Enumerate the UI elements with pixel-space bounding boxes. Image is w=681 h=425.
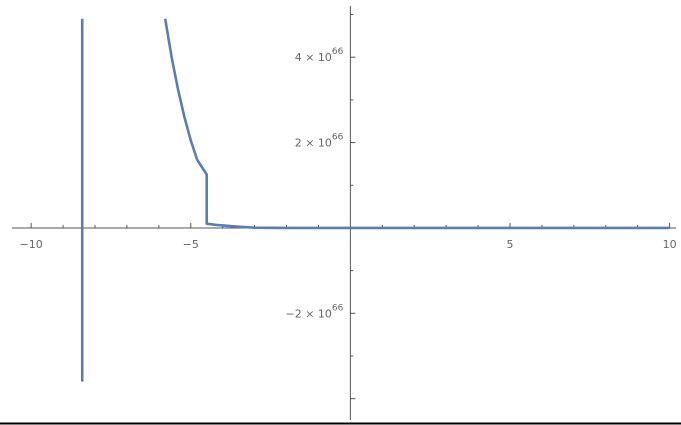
y-tick-mantissa: 2 bbox=[295, 137, 306, 150]
y-tick-exponent: 66 bbox=[332, 47, 344, 57]
x-tick-label: −10 bbox=[20, 238, 43, 251]
y-tick-times: × bbox=[305, 137, 318, 150]
y-tick-label: 4 × 1066 bbox=[295, 47, 344, 64]
series-line-2 bbox=[163, 18, 670, 230]
y-tick-times: × bbox=[305, 51, 318, 64]
x-tick-label: −5 bbox=[183, 238, 199, 251]
y-tick-label: 2 × 1066 bbox=[295, 133, 344, 150]
chart-series-layer bbox=[80, 18, 670, 382]
x-tick-label: 5 bbox=[507, 238, 514, 251]
y-tick-mantissa: 4 bbox=[295, 51, 306, 64]
chart-axes bbox=[12, 6, 676, 420]
y-tick-base: 10 bbox=[318, 51, 332, 64]
y-tick-exponent: 66 bbox=[332, 133, 344, 143]
y-tick-label: −2 × 1066 bbox=[285, 303, 343, 320]
y-tick-mantissa: −2 bbox=[285, 307, 305, 320]
x-tick-label: 10 bbox=[663, 238, 677, 251]
y-tick-exponent: 66 bbox=[332, 303, 344, 313]
y-tick-base: 10 bbox=[318, 137, 332, 150]
y-tick-times: × bbox=[305, 307, 318, 320]
y-tick-base: 10 bbox=[318, 307, 332, 320]
